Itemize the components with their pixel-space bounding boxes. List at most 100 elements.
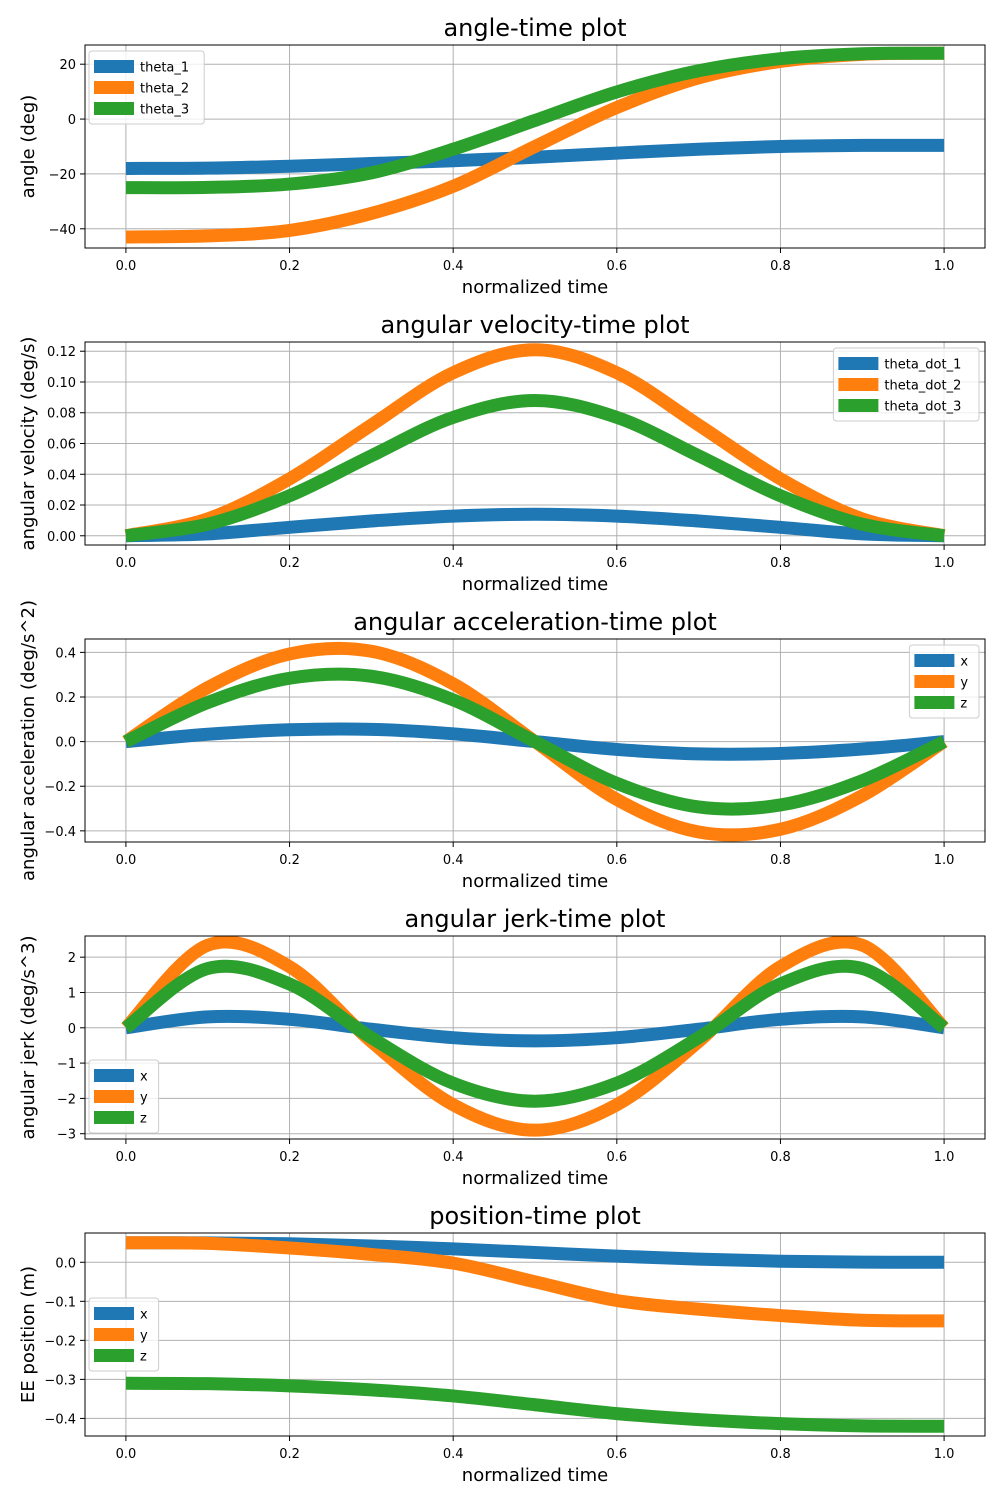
y-tick-label: −1 (57, 1057, 76, 1072)
x-tick-label: 1.0 (934, 1447, 955, 1462)
x-tick-label: 0.8 (770, 1150, 791, 1165)
y-tick-label: −20 (49, 168, 76, 183)
x-tick-label: 0.6 (606, 853, 627, 868)
x-tick-label: 0.4 (443, 853, 464, 868)
legend: theta_dot_1 theta_dot_2 theta_dot_3 (832, 347, 980, 422)
series-line-theta_dot_2 (124, 343, 946, 543)
y-tick-label: −0.2 (44, 1334, 76, 1349)
x-tick-label: 0.8 (770, 1447, 791, 1462)
y-axis-label: angular velocity (deg/s) (18, 337, 39, 551)
y-tick-label: 0.0 (55, 736, 76, 751)
legend-label: theta_3 (140, 103, 189, 118)
x-tick-label: 0.8 (770, 259, 791, 274)
y-axis-label: angular acceleration (deg/s^2) (18, 600, 39, 881)
y-tick-label: 0.08 (47, 407, 76, 422)
axes-frame (84, 44, 986, 249)
y-axis-label: angular jerk (deg/s^3) (18, 936, 39, 1140)
series-line-theta_1 (125, 138, 945, 175)
legend: theta_1 theta_2 theta_3 (88, 50, 205, 125)
x-axis-label: normalized time (462, 574, 608, 595)
y-tick-label: 0.12 (47, 345, 76, 360)
legend: xyz (908, 644, 980, 719)
legend-label: y (960, 676, 968, 691)
legend-label: theta_1 (140, 61, 189, 76)
x-tick-label: 1.0 (934, 853, 955, 868)
chart-panel: 0.0 0.2 0.4 0.6 0.8 1.0 −40 −20 0 20 angle-time pl… (18, 14, 986, 298)
chart-panel: 0.0 0.2 0.4 0.6 0.8 1.0 −0.4 −0.3 −0.2 −0.1 0.0 pos… (18, 1202, 986, 1486)
x-tick-label: 0.6 (606, 1150, 627, 1165)
axes-frame (84, 935, 986, 1140)
y-tick-label: 0.00 (47, 530, 76, 545)
x-tick-label: 0.6 (606, 1447, 627, 1462)
x-tick-label: 0.6 (606, 556, 627, 571)
x-tick-label: 0.2 (279, 556, 300, 571)
y-tick-label: −0.4 (44, 1412, 76, 1427)
axes-frame (84, 1232, 986, 1437)
y-tick-label: 0.02 (47, 499, 76, 514)
y-tick-label: 0.0 (55, 1256, 76, 1271)
y-tick-label: −3 (57, 1128, 76, 1143)
x-tick-label: 0.0 (116, 1447, 137, 1462)
y-tick-label: 0 (68, 1022, 76, 1037)
legend-label: theta_2 (140, 82, 189, 97)
y-tick-label: 1 (68, 986, 76, 1001)
x-tick-label: 0.4 (443, 1150, 464, 1165)
legend-label: z (140, 1350, 147, 1365)
series-line-theta_3 (125, 46, 945, 195)
y-tick-label: −2 (57, 1092, 76, 1107)
chart-title: angular jerk-time plot (405, 905, 666, 933)
series-group (122, 641, 948, 842)
y-tick-label: 0.04 (47, 468, 76, 483)
x-tick-label: 0.8 (770, 853, 791, 868)
series-line-y (125, 1236, 945, 1328)
series-group (121, 936, 949, 1137)
y-tick-label: −0.4 (44, 825, 76, 840)
chart-title: angular velocity-time plot (380, 311, 689, 339)
legend-label: x (960, 655, 968, 670)
x-tick-label: 0.2 (279, 1150, 300, 1165)
legend-label: theta_dot_3 (884, 400, 961, 415)
x-axis-label: normalized time (462, 1465, 608, 1486)
x-tick-label: 0.0 (116, 1150, 137, 1165)
y-tick-label: 0.10 (47, 376, 76, 391)
legend: xyz (88, 1297, 160, 1372)
legend-label: z (140, 1112, 147, 1127)
series-line-theta_dot_3 (125, 393, 945, 543)
legend-label: z (960, 697, 967, 712)
series-line-theta_dot_1 (125, 507, 945, 543)
chart-panel: 0.0 0.2 0.4 0.6 0.8 1.0 −3 −2 −1 0 1 2 angular jerk-… (18, 905, 986, 1189)
x-tick-label: 0.0 (116, 853, 137, 868)
chart-panel: 0.0 0.2 0.4 0.6 0.8 1.0 0.00 0.02 0.04 0.06 0.08 0.… (18, 311, 986, 595)
y-tick-label: −0.3 (44, 1373, 76, 1388)
y-tick-label: 2 (68, 951, 76, 966)
y-axis-label: angle (deg) (18, 95, 39, 199)
y-tick-label: 0.4 (55, 646, 76, 661)
legend-label: y (140, 1091, 148, 1106)
chart-title: angle-time plot (443, 14, 626, 42)
x-tick-label: 0.6 (606, 259, 627, 274)
x-tick-label: 0.0 (116, 556, 137, 571)
series-line-z (121, 959, 949, 1108)
x-tick-label: 0.8 (770, 556, 791, 571)
x-tick-label: 0.4 (443, 259, 464, 274)
series-line-y (121, 936, 949, 1137)
series-group (125, 1236, 945, 1433)
legend-label: y (140, 1329, 148, 1344)
y-tick-label: −0.2 (44, 780, 76, 795)
series-group (125, 46, 945, 244)
x-tick-label: 1.0 (934, 556, 955, 571)
legend: xyz (88, 1059, 160, 1134)
x-tick-label: 0.2 (279, 1447, 300, 1462)
y-tick-label: −40 (49, 223, 76, 238)
x-tick-label: 0.0 (116, 259, 137, 274)
x-tick-label: 0.4 (443, 556, 464, 571)
x-tick-label: 1.0 (934, 259, 955, 274)
axes-frame (84, 638, 986, 843)
chart-panel: 0.0 0.2 0.4 0.6 0.8 1.0 −0.4 −0.2 0.0 0.2 0.4 angul… (18, 600, 986, 892)
chart-title: angular acceleration-time plot (353, 608, 717, 636)
legend-label: x (140, 1308, 148, 1323)
legend-label: x (140, 1070, 148, 1085)
x-tick-label: 1.0 (934, 1150, 955, 1165)
